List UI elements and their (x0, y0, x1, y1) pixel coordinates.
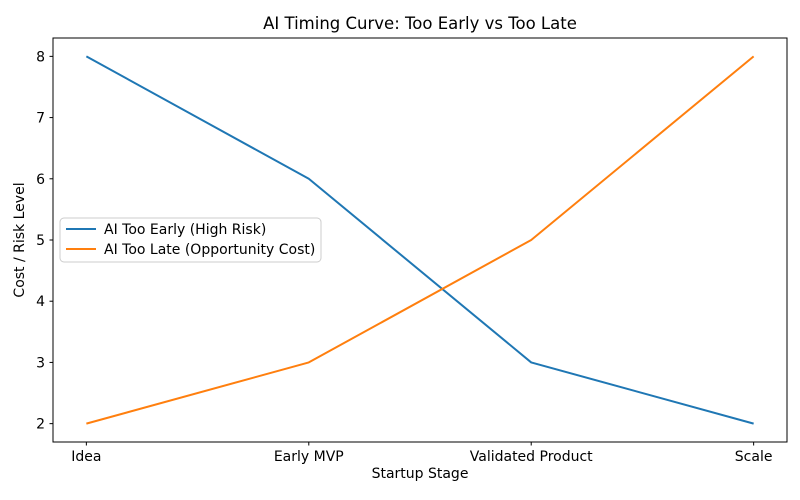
x-tick-label: Validated Product (470, 449, 593, 465)
legend-label-too-late: AI Too Late (Opportunity Cost) (104, 242, 315, 258)
y-tick-label: 2 (36, 417, 45, 433)
y-tick-label: 4 (36, 294, 45, 310)
y-tick-label: 3 (36, 355, 45, 371)
y-tick-label: 7 (36, 111, 45, 127)
x-tick-label: Idea (71, 449, 101, 465)
x-axis-label: Startup Stage (372, 466, 469, 482)
legend-box (59, 217, 322, 263)
series-line-too-late (86, 55, 755, 425)
y-axis-label: Cost / Risk Level (12, 182, 28, 297)
y-tick-label: 6 (36, 172, 45, 188)
x-tick-label: Early MVP (274, 449, 344, 465)
chart-title: AI Timing Curve: Too Early vs Too Late (263, 14, 577, 33)
legend-label-too-early: AI Too Early (High Risk) (104, 222, 266, 238)
y-tick-label: 5 (36, 233, 45, 249)
y-tick-label: 8 (36, 49, 45, 65)
x-tick-label: Scale (735, 449, 773, 465)
legend: AI Too Early (High Risk) AI Too Late (Opp… (59, 217, 322, 263)
series-line-too-early (85, 55, 754, 425)
